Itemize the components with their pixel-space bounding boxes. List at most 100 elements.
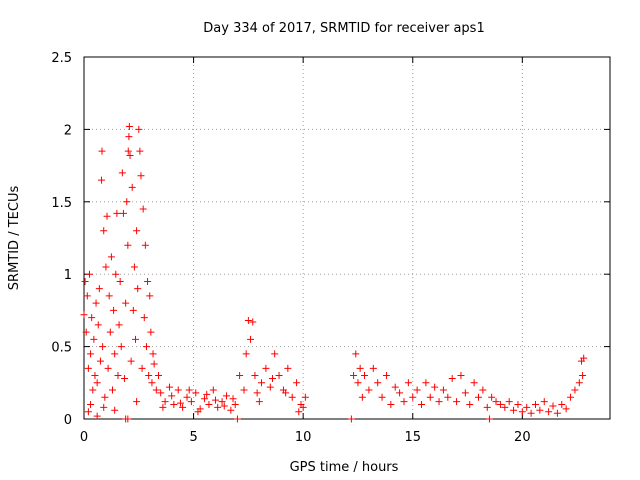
- data-point: [106, 328, 114, 336]
- data-point: [135, 125, 143, 133]
- data-point: [116, 277, 124, 285]
- data-point: [84, 408, 92, 416]
- data-point: [194, 408, 202, 416]
- data-point: [118, 169, 126, 177]
- data-point: [295, 408, 303, 416]
- data-point: [361, 372, 369, 380]
- data-point: [124, 241, 132, 249]
- data-point: [176, 399, 184, 407]
- data-point: [214, 403, 222, 411]
- data-point: [299, 403, 307, 411]
- x-tick-label: 0: [80, 430, 88, 445]
- data-point: [479, 386, 487, 394]
- data-point: [88, 314, 96, 322]
- data-point: [185, 386, 193, 394]
- data-point: [369, 364, 377, 372]
- data-point: [141, 241, 149, 249]
- data-point: [540, 398, 548, 406]
- data-point: [89, 386, 97, 394]
- data-point: [523, 403, 531, 411]
- data-point: [350, 372, 358, 380]
- data-point: [501, 403, 509, 411]
- data-point: [282, 389, 290, 397]
- data-point: [567, 393, 575, 401]
- data-point: [108, 386, 116, 394]
- data-point: [562, 405, 570, 413]
- data-point: [170, 401, 178, 409]
- data-point: [111, 350, 119, 358]
- y-tick-label: 0.5: [51, 341, 72, 356]
- data-point: [244, 317, 252, 325]
- data-point: [531, 401, 539, 409]
- data-point: [413, 386, 421, 394]
- data-point: [227, 406, 235, 414]
- data-point: [549, 402, 557, 410]
- data-point: [139, 205, 147, 213]
- data-point: [426, 393, 434, 401]
- data-point: [148, 379, 156, 387]
- data-point: [354, 379, 362, 387]
- data-point: [133, 227, 141, 235]
- data-point: [212, 396, 219, 404]
- data-point: [527, 409, 535, 417]
- data-point: [448, 374, 456, 382]
- data-point: [107, 253, 115, 261]
- data-point: [293, 379, 301, 387]
- data-point: [422, 379, 430, 387]
- data-point: [99, 343, 107, 351]
- data-point: [110, 306, 118, 314]
- data-point: [142, 343, 150, 351]
- data-point: [115, 321, 123, 329]
- y-tick-label: 0: [64, 413, 72, 428]
- data-point: [203, 390, 211, 398]
- data-point: [488, 393, 496, 401]
- data-point: [231, 401, 239, 409]
- data-point: [404, 379, 412, 387]
- data-point: [268, 374, 276, 382]
- data-points: [80, 123, 588, 423]
- data-point: [220, 402, 228, 410]
- data-point: [119, 209, 127, 217]
- data-point: [103, 212, 111, 220]
- data-point: [126, 151, 134, 159]
- data-point: [222, 392, 230, 400]
- data-point: [98, 147, 106, 155]
- data-point: [233, 415, 241, 423]
- data-point: [129, 306, 137, 314]
- y-tick-label: 1: [64, 268, 72, 283]
- data-point: [439, 386, 447, 394]
- x-tick-label: 5: [189, 430, 197, 445]
- data-point: [179, 403, 187, 411]
- data-point: [84, 364, 92, 372]
- data-point: [128, 183, 136, 191]
- data-point: [251, 372, 259, 380]
- data-point: [514, 401, 522, 409]
- data-point: [240, 386, 248, 394]
- data-point: [102, 263, 110, 271]
- data-point: [505, 398, 513, 406]
- data-point: [288, 393, 296, 401]
- data-point: [536, 406, 544, 414]
- data-point: [91, 372, 99, 380]
- y-tick-label: 2: [64, 123, 72, 138]
- data-point: [168, 392, 176, 400]
- data-point: [485, 415, 493, 423]
- data-point: [249, 318, 257, 326]
- plot-frame: [83, 56, 611, 420]
- data-point: [275, 372, 283, 380]
- data-point: [150, 360, 158, 368]
- y-tick-label: 2.5: [51, 51, 72, 66]
- data-point: [253, 389, 261, 397]
- data-point: [431, 383, 439, 391]
- data-point: [192, 389, 200, 397]
- data-point: [112, 270, 120, 278]
- data-point: [152, 386, 160, 394]
- data-point: [435, 398, 443, 406]
- data-point: [183, 393, 191, 401]
- data-point: [475, 393, 482, 401]
- data-point: [510, 406, 518, 414]
- data-point: [187, 398, 195, 406]
- data-point: [580, 354, 588, 362]
- data-point: [83, 292, 91, 300]
